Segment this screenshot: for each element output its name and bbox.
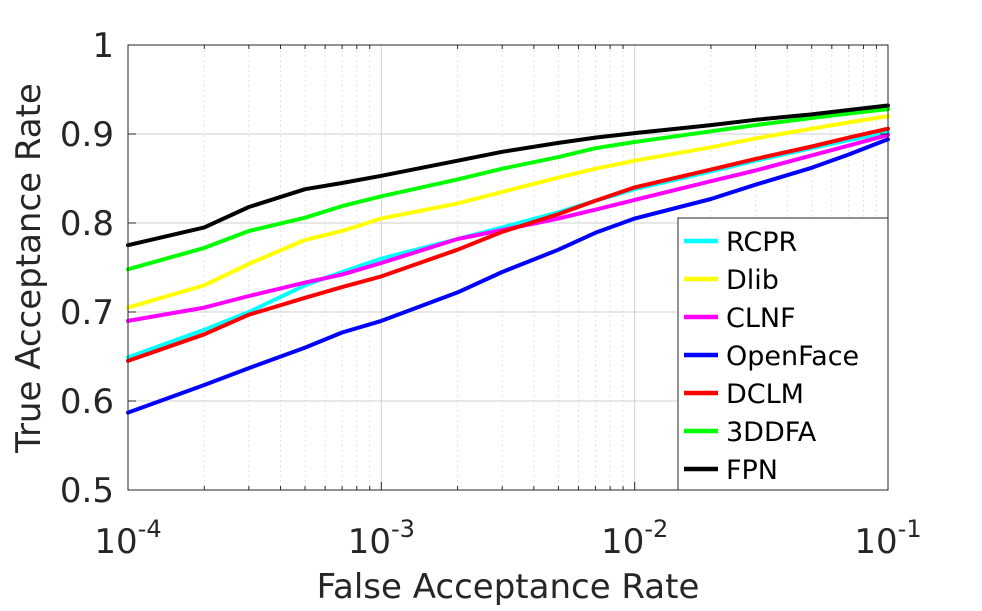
y-axis-label: True Acceptance Rate: [9, 83, 49, 454]
y-tick-label: 0.9: [60, 115, 114, 155]
x-tick-label: 10-2: [601, 515, 668, 562]
legend-label-fpn: FPN: [726, 455, 778, 486]
x-tick-base: 10: [854, 522, 897, 562]
series-line-dlib: [126, 114, 890, 310]
series-lines: [126, 103, 890, 415]
x-tick-exponent: -3: [391, 515, 415, 543]
x-tick-base: 10: [348, 522, 391, 562]
series-line-openface: [126, 137, 890, 415]
legend-label-3ddfa: 3DDFA: [726, 417, 817, 448]
x-tick-exponent: -4: [138, 515, 162, 543]
axis-ticks: 10-4 10-3 10-2 10-10.50.60.70.80.91: [60, 26, 922, 562]
series-line-fpn: [126, 103, 890, 248]
x-tick-exponent: -2: [644, 515, 668, 543]
series-line-dclm: [126, 126, 890, 363]
series-line-3ddfa: [126, 107, 890, 272]
x-tick-label: 10-4: [94, 515, 161, 562]
x-tick-label: 10-1: [854, 515, 921, 562]
y-tick-label: 0.7: [60, 293, 114, 333]
x-tick-base: 10: [601, 522, 644, 562]
legend-label-clnf: CLNF: [726, 303, 796, 334]
legend-label-rcpr: RCPR: [726, 227, 797, 258]
legend-label-dlib: Dlib: [726, 265, 779, 296]
y-tick-label: 0.5: [60, 471, 114, 511]
legend-label-dclm: DCLM: [726, 379, 804, 410]
legend: RCPR Dlib CLNF OpenFace DCLM 3DDFA FPN: [677, 217, 889, 491]
x-axis-label: False Acceptance Rate: [317, 567, 700, 607]
x-tick-exponent: -1: [898, 515, 922, 543]
x-tick-label: 10-3: [348, 515, 415, 562]
legend-label-openface: OpenFace: [726, 341, 859, 372]
x-tick-base: 10: [94, 522, 137, 562]
y-tick-label: 0.8: [60, 204, 114, 244]
y-tick-label: 1: [92, 26, 114, 66]
y-tick-label: 0.6: [60, 382, 114, 422]
